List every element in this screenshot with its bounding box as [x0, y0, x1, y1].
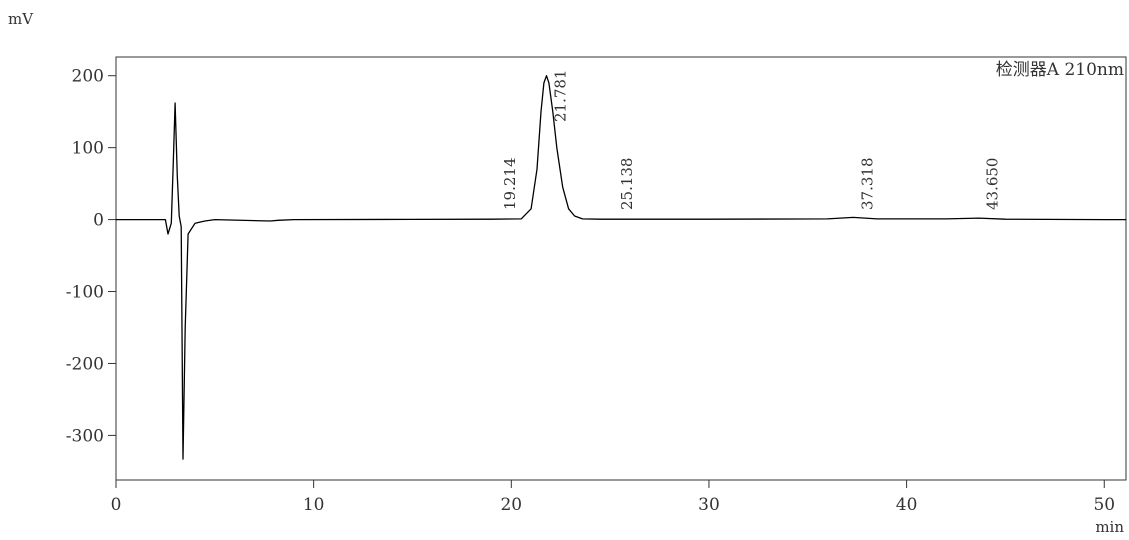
peak-label: 43.650: [984, 158, 1002, 211]
x-tick-label: 40: [896, 495, 918, 515]
detector-label: 检测器A 210nm: [996, 60, 1124, 80]
y-tick-label: 100: [72, 139, 104, 159]
x-tick-label: 10: [303, 495, 325, 515]
x-tick-label: 20: [500, 495, 522, 515]
x-tick-label: 0: [111, 495, 122, 515]
y-tick-label: 200: [72, 67, 104, 87]
y-tick-label: 0: [93, 211, 104, 231]
peak-label: 25.138: [618, 158, 636, 211]
x-unit: min: [1095, 518, 1124, 536]
y-tick-label: -100: [66, 283, 104, 303]
y-tick-label: -200: [66, 354, 104, 374]
x-tick-label: 30: [698, 495, 720, 515]
y-tick-label: -300: [66, 426, 104, 446]
peak-label: 37.318: [859, 158, 877, 211]
peak-label: 21.781: [552, 70, 570, 123]
plot-frame: [115, 56, 1127, 481]
x-tick-label: 50: [1093, 495, 1115, 515]
peak-label: 19.214: [501, 158, 519, 211]
y-unit: mV: [8, 10, 34, 28]
trace: [116, 75, 1126, 460]
